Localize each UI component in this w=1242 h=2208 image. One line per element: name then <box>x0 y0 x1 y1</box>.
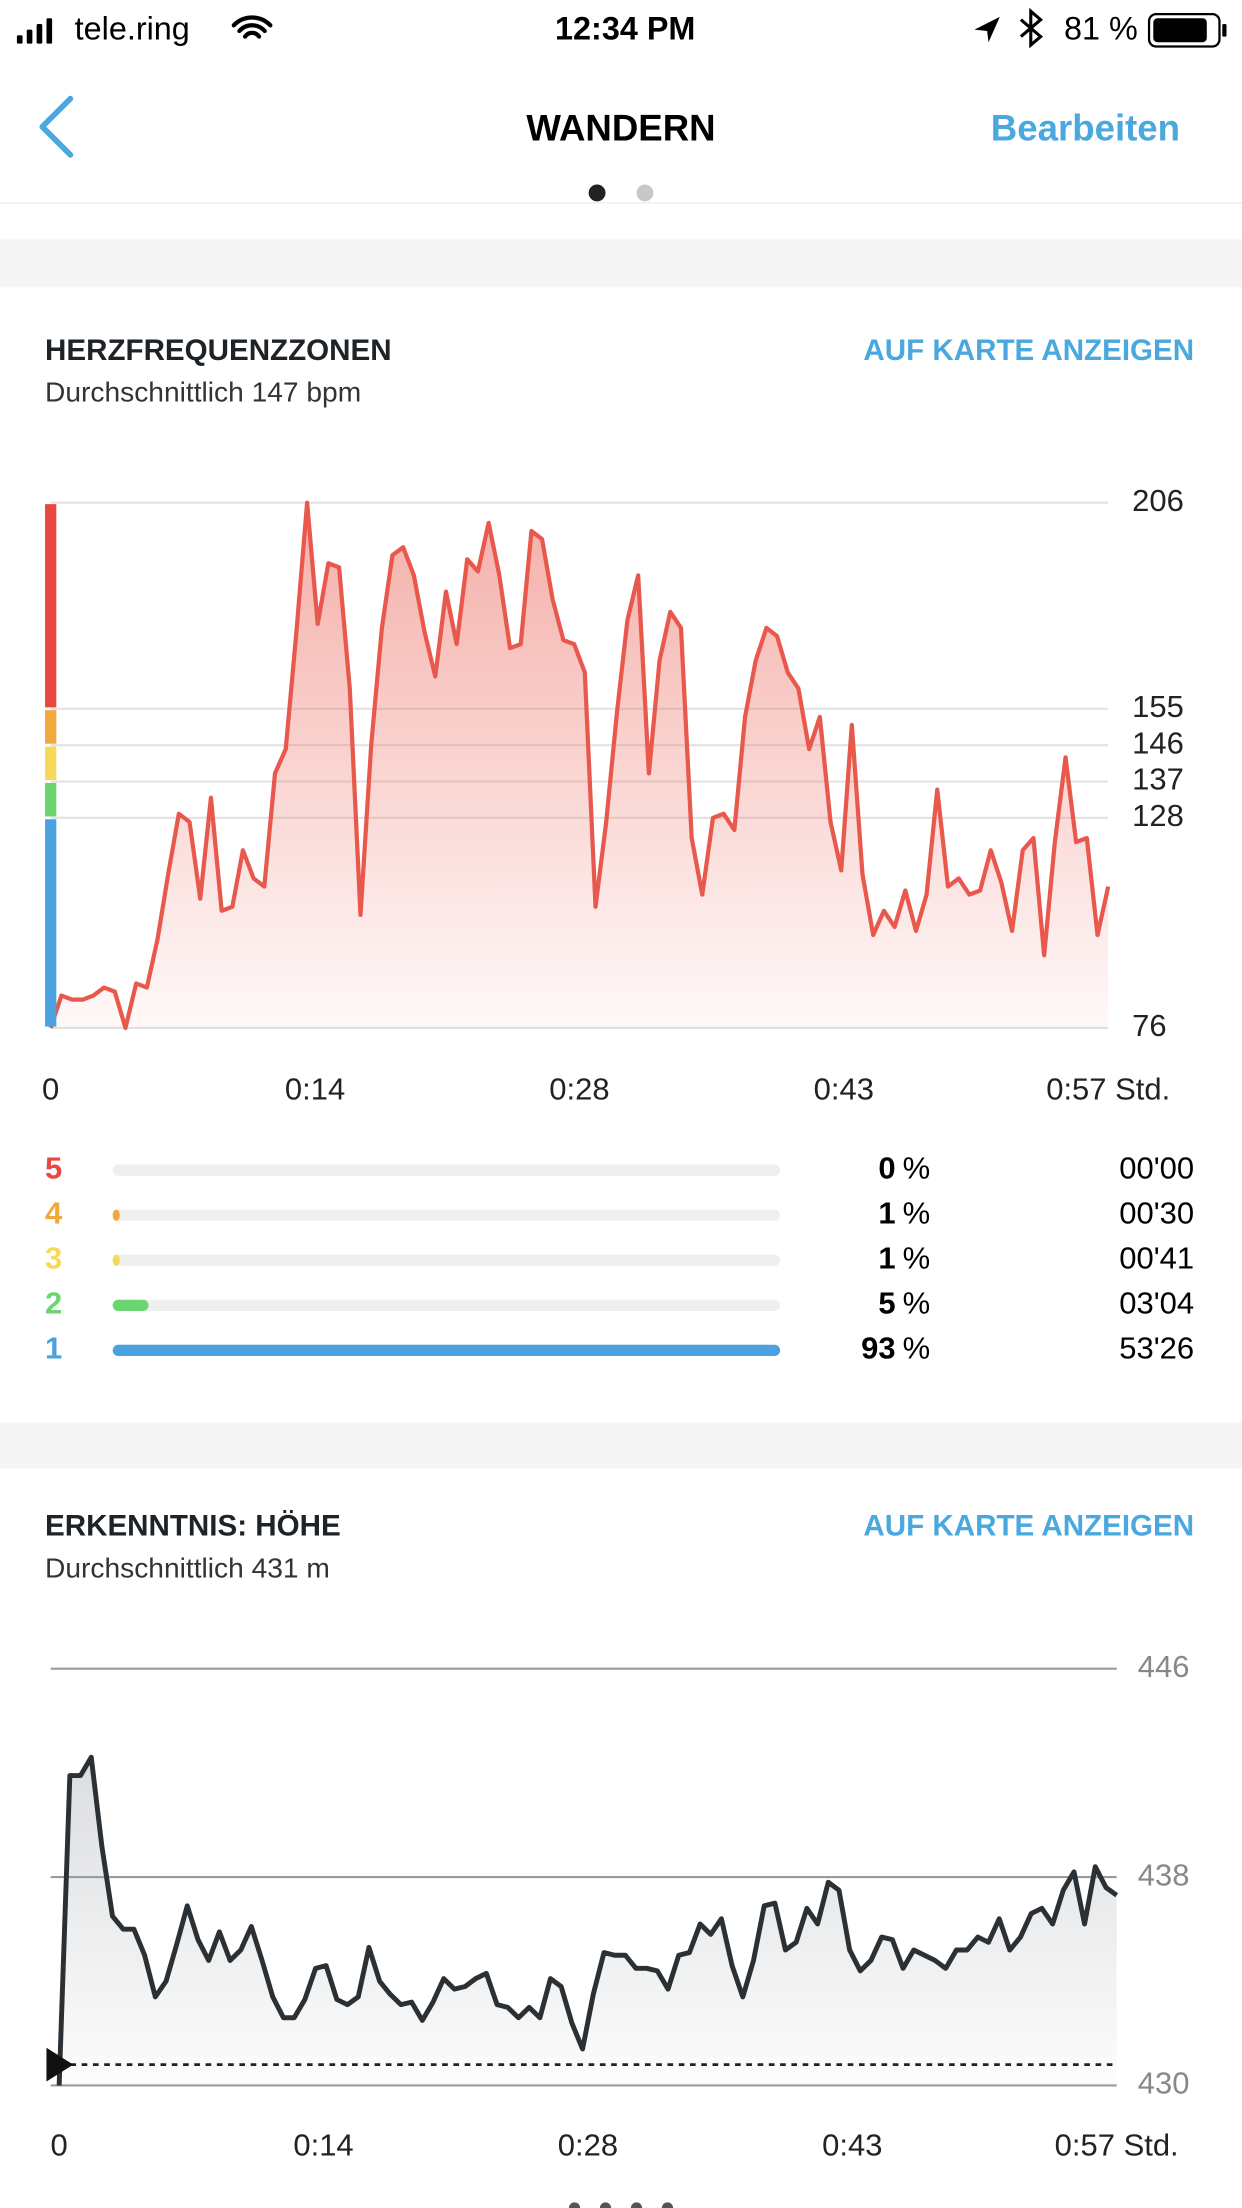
y-tick-label: 430 <box>1138 2066 1190 2101</box>
zone-percent: 1 <box>878 1195 895 1230</box>
x-tick-label: 0:28 <box>549 1072 609 1107</box>
y-tick-label: 155 <box>1132 689 1184 724</box>
section-gap <box>0 1422 1242 1469</box>
zone-percent: 93 <box>861 1331 895 1366</box>
zone-percent: 0 <box>878 1150 895 1185</box>
wifi-icon <box>231 15 273 39</box>
location-icon <box>974 16 1000 43</box>
page-dot[interactable] <box>636 184 654 202</box>
zone-number: 5 <box>45 1150 62 1185</box>
x-tick-label: 0:14 <box>293 2128 353 2163</box>
start-marker <box>46 2047 74 2082</box>
y-tick-label: 146 <box>1132 725 1184 760</box>
zone-percent: 5 <box>878 1286 895 1321</box>
zone-bar <box>112 1254 120 1266</box>
signal-icon <box>16 18 53 44</box>
zone-percent-unit: % <box>903 1286 931 1321</box>
line <box>48 500 1111 1031</box>
area <box>59 1757 1117 2086</box>
zone-bar <box>112 1209 120 1221</box>
bluetooth-icon <box>1019 7 1044 49</box>
section-subtitle: Durchschnittlich 431 m <box>45 1553 330 1584</box>
battery-icon <box>1147 12 1227 48</box>
x-tick-label: 0 <box>42 1072 59 1107</box>
zone-time: 00'00 <box>1119 1150 1194 1185</box>
back-button[interactable] <box>39 95 74 158</box>
zone-number: 4 <box>45 1195 63 1230</box>
zone-percent-unit: % <box>903 1195 931 1230</box>
section-subtitle: Durchschnittlich 147 bpm <box>45 377 361 408</box>
zone-track <box>112 1299 781 1311</box>
x-tick-label: 0:57 Std. <box>1046 1072 1170 1107</box>
zone-band <box>45 746 57 781</box>
x-tick-label: 0:43 <box>822 2128 882 2163</box>
line <box>56 1754 1119 2086</box>
map-link[interactable]: AUF KARTE ANZEIGEN <box>863 334 1194 367</box>
y-tick-label: 137 <box>1132 762 1184 797</box>
zone-number: 2 <box>45 1286 62 1321</box>
y-tick-label: 206 <box>1132 483 1184 518</box>
zone-percent-unit: % <box>903 1331 931 1366</box>
section-title: ERKENNTNIS: HÖHE <box>45 1510 341 1543</box>
x-tick-label: 0:43 <box>814 1072 874 1107</box>
zone-time: 03'04 <box>1119 1286 1194 1321</box>
area <box>50 502 1109 1028</box>
zone-band <box>45 710 57 744</box>
section-title: HERZFREQUENZZONEN <box>45 334 392 367</box>
zone-bar <box>112 1344 781 1357</box>
bottom-dots <box>568 2202 674 2208</box>
y-tick-label: 76 <box>1132 1008 1166 1043</box>
x-tick-label: 0:57 Std. <box>1055 2128 1179 2163</box>
zone-band <box>45 782 57 817</box>
zone-percent-unit: % <box>903 1240 931 1275</box>
y-tick-label: 438 <box>1138 1857 1190 1892</box>
zone-bar <box>112 1299 149 1311</box>
zone-number: 3 <box>45 1240 62 1275</box>
zone-percent: 1 <box>878 1240 895 1275</box>
zone-time: 00'41 <box>1119 1240 1194 1275</box>
zone-time: 53'26 <box>1119 1331 1194 1366</box>
zone-track <box>112 1209 781 1221</box>
nav-title: WANDERN <box>526 108 715 149</box>
clock: 12:34 PM <box>555 11 695 47</box>
map-link[interactable]: AUF KARTE ANZEIGEN <box>863 1510 1194 1543</box>
zone-number: 1 <box>45 1331 62 1366</box>
zone-track <box>112 1164 781 1176</box>
y-tick-label: 128 <box>1132 798 1184 833</box>
y-tick-label: 446 <box>1138 1649 1190 1684</box>
carrier: tele.ring <box>75 11 190 47</box>
zone-band <box>45 504 57 708</box>
zone-percent-unit: % <box>903 1150 931 1185</box>
zone-band <box>45 819 57 1027</box>
section-gap <box>0 239 1242 288</box>
x-tick-label: 0 <box>51 2128 68 2163</box>
battery-level: 81 % <box>1064 11 1138 47</box>
x-tick-label: 0:28 <box>558 2128 618 2163</box>
edit-button[interactable]: Bearbeiten <box>991 108 1180 149</box>
x-tick-label: 0:14 <box>285 1072 345 1107</box>
zone-time: 00'30 <box>1119 1195 1194 1230</box>
page-dot[interactable] <box>588 184 606 202</box>
zone-track <box>112 1254 781 1266</box>
